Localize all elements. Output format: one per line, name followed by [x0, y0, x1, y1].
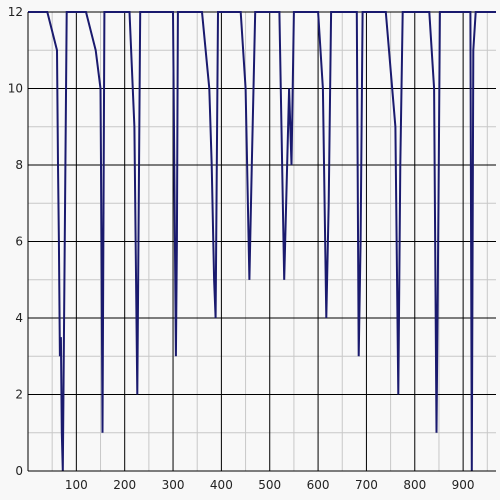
x-tick-label: 600 — [307, 478, 330, 492]
axes — [27, 12, 496, 472]
tick-labels: 0 2 4 6 8 10 12 100 200 300 400 500 600 700 800 900 — [8, 5, 475, 492]
y-tick-label: 2 — [15, 388, 23, 402]
y-tick-label: 6 — [15, 235, 23, 249]
x-tick-label: 300 — [162, 478, 185, 492]
x-tick-label: 500 — [258, 478, 281, 492]
x-tick-label: 200 — [113, 478, 136, 492]
y-tick-label: 12 — [8, 5, 23, 19]
x-tick-label: 100 — [65, 478, 88, 492]
x-tick-label: 900 — [452, 478, 475, 492]
series-layer — [28, 11, 496, 472]
y-tick-label: 4 — [15, 311, 23, 325]
y-tick-label: 8 — [15, 158, 23, 172]
x-tick-label: 800 — [403, 478, 426, 492]
x-tick-label: 700 — [355, 478, 378, 492]
y-tick-label: 0 — [15, 464, 23, 478]
series-line-0 — [28, 11, 496, 472]
x-tick-label: 400 — [210, 478, 233, 492]
y-tick-label: 10 — [8, 82, 23, 96]
